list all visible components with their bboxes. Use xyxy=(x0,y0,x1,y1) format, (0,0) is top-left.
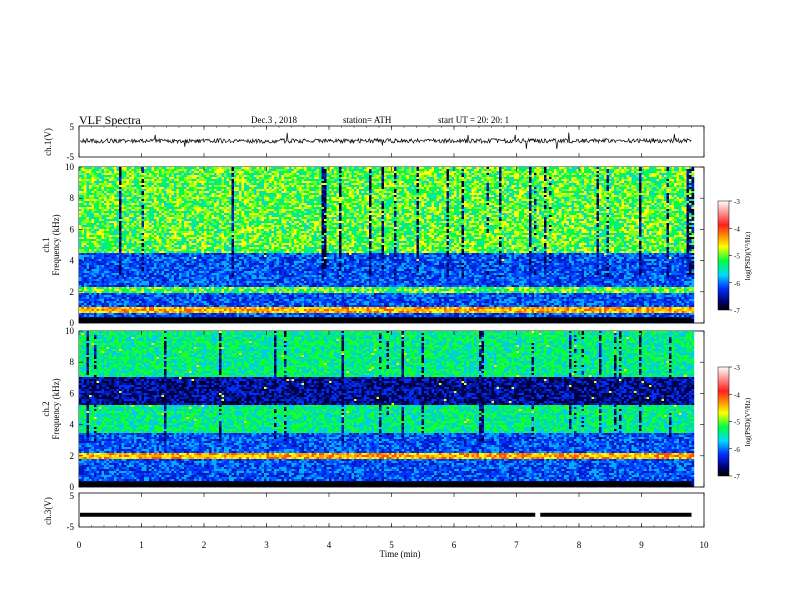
start-ut-label: start UT = 20: 20: 1 xyxy=(438,115,509,125)
station-label: station= ATH xyxy=(343,115,392,125)
ch1-colorbar: -3 -4 -5 -6 -7 log(PSD)(V²/Hz) xyxy=(718,198,752,315)
ch3-waveform-line xyxy=(80,513,692,517)
ch2-spectrogram-image xyxy=(79,331,694,487)
xtick-label: 0 xyxy=(77,540,82,550)
ch1-colorbar-label: log(PSD)(V²/Hz) xyxy=(744,231,752,280)
colorbar-tick-label: -7 xyxy=(734,307,740,315)
ytick-label: 6 xyxy=(70,224,75,234)
ch1-spectrogram-ylabel: Frequency (kHz) xyxy=(51,214,61,275)
ch1-spectrogram-channel-label: ch.1 xyxy=(41,237,51,252)
ch1-colorbar-gradient xyxy=(718,201,729,310)
colorbar-tick-label: -4 xyxy=(734,391,740,399)
ch2-colorbar: -3 -4 -5 -6 -7 log(PSD)(V²/Hz) xyxy=(718,364,752,481)
ch1-spectrogram-image xyxy=(79,167,694,323)
ch2-colorbar-gradient xyxy=(718,367,729,476)
ytick-label: 2 xyxy=(70,451,75,461)
colorbar-tick-label: -4 xyxy=(734,225,740,233)
ch3-signal-segment xyxy=(540,513,691,517)
ytick-label: 4 xyxy=(70,420,75,430)
ch3-waveform-frame xyxy=(79,493,704,527)
date-label: Dec.3 , 2018 xyxy=(251,115,297,125)
ch1-waveform-panel: 5 -5 ch.1(V) xyxy=(43,122,704,162)
ch2-colorbar-ticks: -3 -4 -5 -6 -7 xyxy=(729,364,740,481)
ch3-signal-segment xyxy=(80,513,535,517)
ch2-colorbar-label: log(PSD)(V²/Hz) xyxy=(744,397,752,446)
ch3-waveform-panel: 5 -5 ch.3(V) xyxy=(43,491,704,532)
time-axis-label: Time (min) xyxy=(380,549,421,559)
ytick-label: 10 xyxy=(65,162,75,172)
xtick-label: 2 xyxy=(202,540,207,550)
ytick-label: 2 xyxy=(70,287,75,297)
ch3-ytick-bottom: -5 xyxy=(67,522,75,532)
xtick-label: 8 xyxy=(577,540,582,550)
figure-title: VLF Spectra xyxy=(79,113,141,127)
colorbar-tick-label: -6 xyxy=(734,446,740,454)
xtick-label: 1 xyxy=(139,540,144,550)
ch1-ytick-top: 5 xyxy=(70,122,75,132)
xtick-label: 9 xyxy=(639,540,644,550)
ch1-ylabel: ch.1(V) xyxy=(43,128,53,156)
xtick-label: 3 xyxy=(264,540,269,550)
xtick-label: 7 xyxy=(514,540,519,550)
colorbar-tick-label: -5 xyxy=(734,419,740,427)
ytick-label: 4 xyxy=(70,256,75,266)
ytick-label: 8 xyxy=(70,357,75,367)
ytick-label: 10 xyxy=(65,326,75,336)
ch2-spectrogram-ylabel: Frequency (kHz) xyxy=(51,378,61,439)
xtick-label: 4 xyxy=(327,540,332,550)
ch1-ytick-bottom: -5 xyxy=(67,152,75,162)
ch3-ylabel: ch.3(V) xyxy=(43,497,53,525)
ch3-ytick-top: 5 xyxy=(70,491,75,501)
ytick-label: 8 xyxy=(70,193,75,203)
colorbar-tick-label: -6 xyxy=(734,280,740,288)
xtick-label: 10 xyxy=(700,540,710,550)
xtick-label: 6 xyxy=(452,540,457,550)
colorbar-tick-label: -7 xyxy=(734,473,740,481)
ch2-spectrogram-channel-label: ch.2 xyxy=(41,401,51,416)
ch1-colorbar-ticks: -3 -4 -5 -6 -7 xyxy=(729,198,740,315)
colorbar-tick-label: -5 xyxy=(734,253,740,261)
colorbar-tick-label: -3 xyxy=(734,198,740,206)
ytick-label: 6 xyxy=(70,388,75,398)
colorbar-tick-label: -3 xyxy=(734,364,740,372)
